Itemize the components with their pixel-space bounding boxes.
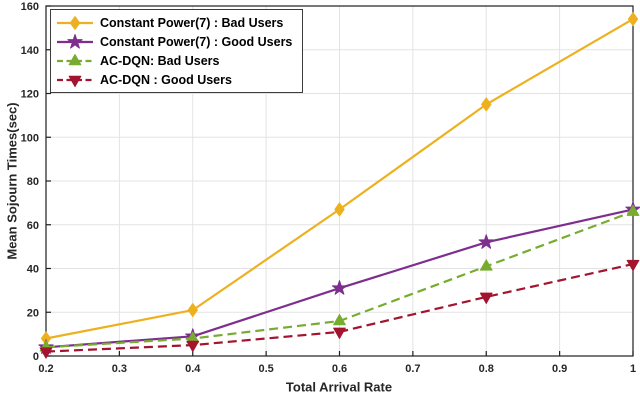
legend-label: Constant Power(7) : Good Users [100,34,293,49]
y-tick-label: 40 [27,264,39,276]
legend-key-triangle-down-icon [57,75,93,87]
y-tick-label: 0 [33,351,39,363]
y-tick-label: 100 [21,132,39,144]
triangle-down-marker [626,259,640,272]
y-tick-label: 80 [27,176,39,188]
diamond-marker [69,15,81,30]
x-tick-label: 1 [630,363,636,375]
triangle-down-marker [68,75,82,87]
legend-item: Constant Power(7) : Bad Users [56,13,292,32]
legend: Constant Power(7) : Bad Users Constant P… [50,9,304,93]
legend-label: AC-DQN : Good Users [100,72,232,87]
legend-key-diamond-icon [57,15,93,30]
star-marker [331,280,348,295]
diamond-marker [187,303,198,318]
triangle-up-marker [68,53,82,65]
star-marker [478,234,494,249]
legend-label: AC-DQN: Bad Users [100,53,220,68]
triangle-up-marker [333,314,346,326]
legend-item: AC-DQN: Bad Users [56,51,292,70]
y-axis-label: Mean Sojourn Times(sec) [4,102,20,260]
triangle-up-marker [479,259,493,271]
x-tick-label: 0.3 [112,363,127,375]
x-tick-label: 0.7 [405,363,420,375]
x-tick-label: 0.8 [479,363,494,375]
x-axis-label: Total Arrival Rate [285,379,393,395]
x-tick-label: 0.5 [258,363,273,375]
legend-key-star-icon [57,33,93,49]
y-tick-label: 160 [21,1,39,13]
legend-key-triangle-up-icon [57,53,93,65]
triangle-up-marker [626,204,640,216]
diamond-marker [627,12,639,27]
x-tick-label: 0.6 [332,363,347,375]
y-tick-label: 60 [27,220,39,232]
triangle-down-marker [186,340,200,353]
x-tick-label: 0.4 [185,363,201,375]
legend-item: AC-DQN : Good Users [56,70,292,89]
star-marker [67,33,83,49]
legend-item: Constant Power(7) : Good Users [56,32,292,51]
y-tick-label: 20 [27,307,39,319]
triangle-down-marker [479,292,493,304]
y-tick-label: 120 [21,89,39,101]
diamond-marker [481,97,492,112]
triangle-down-marker [333,327,346,339]
legend-label: Constant Power(7) : Bad Users [100,15,284,30]
x-tick-label: 0.9 [552,363,567,375]
x-tick-label: 0.2 [38,363,53,375]
y-tick-label: 140 [21,45,39,57]
triangle-down-marker [39,347,53,359]
diamond-marker [334,202,345,217]
